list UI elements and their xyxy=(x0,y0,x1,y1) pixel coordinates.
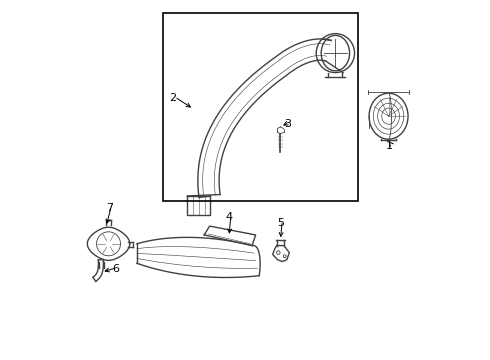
Text: 1: 1 xyxy=(386,141,393,151)
Text: 2: 2 xyxy=(169,94,176,103)
Text: 6: 6 xyxy=(112,264,119,274)
Bar xyxy=(164,13,358,201)
Text: 4: 4 xyxy=(225,212,233,222)
Text: 3: 3 xyxy=(284,119,291,129)
Text: 7: 7 xyxy=(106,203,113,213)
Text: 5: 5 xyxy=(277,217,284,228)
